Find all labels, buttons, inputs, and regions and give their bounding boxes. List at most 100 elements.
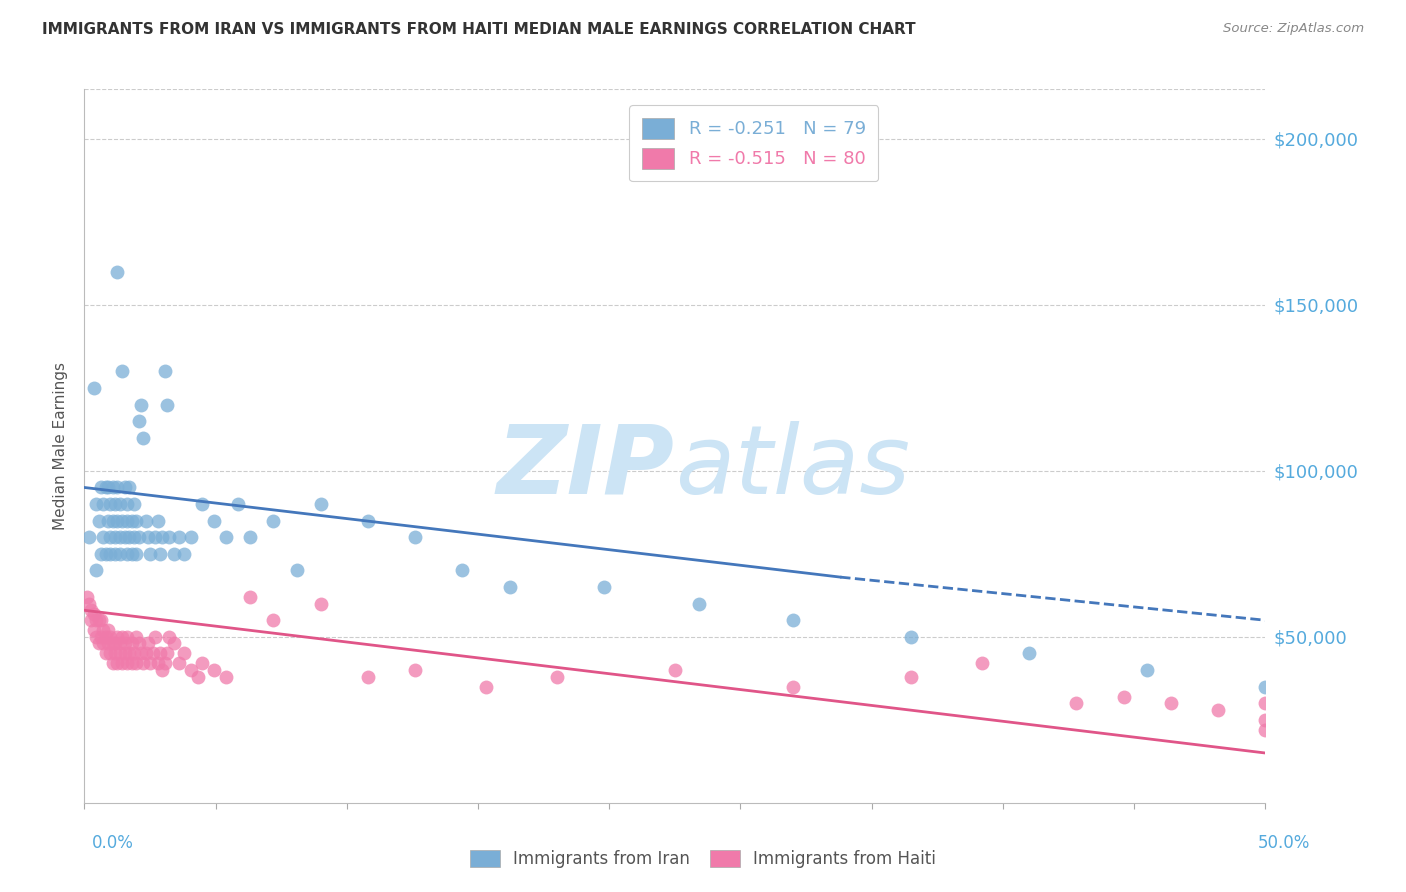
Legend: Immigrants from Iran, Immigrants from Haiti: Immigrants from Iran, Immigrants from Ha… [463, 843, 943, 875]
Point [104, 647, 127, 661]
Point [139, 657, 162, 671]
Point [98, 547, 121, 561]
Point [98, 630, 121, 644]
Point [146, 657, 169, 671]
Point [114, 530, 136, 544]
Point [404, 663, 426, 677]
Point [226, 497, 249, 511]
Point [83, 381, 105, 395]
Point [125, 630, 148, 644]
Point [101, 657, 124, 671]
Point [688, 597, 710, 611]
Point [357, 514, 380, 528]
Point [262, 613, 284, 627]
Point [404, 530, 426, 544]
Point [90, 547, 112, 561]
Point [107, 630, 129, 644]
Point [108, 636, 131, 650]
Point [157, 630, 180, 644]
Point [180, 530, 202, 544]
Point [101, 514, 124, 528]
Point [782, 613, 804, 627]
Point [122, 647, 145, 661]
Point [101, 481, 124, 495]
Point [132, 431, 155, 445]
Point [118, 647, 141, 661]
Point [91, 624, 114, 638]
Text: ZIP: ZIP [496, 421, 675, 514]
Point [157, 530, 180, 544]
Point [107, 514, 129, 528]
Point [163, 547, 186, 561]
Point [1112, 690, 1135, 704]
Point [97, 481, 120, 495]
Point [156, 397, 179, 411]
Point [111, 630, 134, 644]
Point [150, 663, 173, 677]
Point [91, 636, 114, 650]
Point [91, 497, 114, 511]
Point [87, 613, 110, 627]
Point [111, 514, 134, 528]
Point [115, 497, 138, 511]
Point [309, 497, 332, 511]
Point [128, 530, 150, 544]
Point [125, 514, 148, 528]
Point [90, 613, 112, 627]
Point [77, 597, 100, 611]
Point [593, 580, 616, 594]
Point [1136, 663, 1159, 677]
Point [357, 670, 380, 684]
Point [150, 530, 173, 544]
Text: IMMIGRANTS FROM IRAN VS IMMIGRANTS FROM HAITI MEDIAN MALE EARNINGS CORRELATION C: IMMIGRANTS FROM IRAN VS IMMIGRANTS FROM … [42, 22, 915, 37]
Point [107, 481, 129, 495]
Point [149, 547, 172, 561]
Point [111, 364, 134, 378]
Point [139, 547, 162, 561]
Point [546, 670, 568, 684]
Point [97, 624, 120, 638]
Point [87, 636, 110, 650]
Point [475, 680, 498, 694]
Point [115, 630, 138, 644]
Point [215, 530, 238, 544]
Point [84, 613, 107, 627]
Point [132, 657, 155, 671]
Point [121, 547, 143, 561]
Point [90, 481, 112, 495]
Point [104, 636, 127, 650]
Point [156, 647, 179, 661]
Point [202, 663, 225, 677]
Point [1206, 703, 1229, 717]
Point [122, 497, 145, 511]
Legend: R = -0.251   N = 79, R = -0.515   N = 80: R = -0.251 N = 79, R = -0.515 N = 80 [628, 105, 879, 181]
Point [97, 636, 120, 650]
Point [146, 514, 169, 528]
Point [108, 530, 131, 544]
Y-axis label: Median Male Earnings: Median Male Earnings [53, 362, 69, 530]
Point [1254, 713, 1277, 727]
Point [309, 597, 332, 611]
Point [153, 364, 176, 378]
Text: Source: ZipAtlas.com: Source: ZipAtlas.com [1223, 22, 1364, 36]
Point [94, 630, 117, 644]
Point [970, 657, 993, 671]
Point [215, 670, 238, 684]
Point [285, 564, 308, 578]
Point [80, 603, 103, 617]
Point [111, 657, 134, 671]
Point [107, 657, 129, 671]
Point [451, 564, 474, 578]
Point [167, 530, 190, 544]
Point [153, 657, 176, 671]
Point [104, 547, 127, 561]
Point [108, 497, 131, 511]
Point [143, 530, 166, 544]
Point [202, 514, 225, 528]
Point [1160, 696, 1182, 710]
Point [104, 497, 127, 511]
Point [83, 607, 105, 621]
Point [107, 265, 129, 279]
Point [122, 530, 145, 544]
Point [1254, 696, 1277, 710]
